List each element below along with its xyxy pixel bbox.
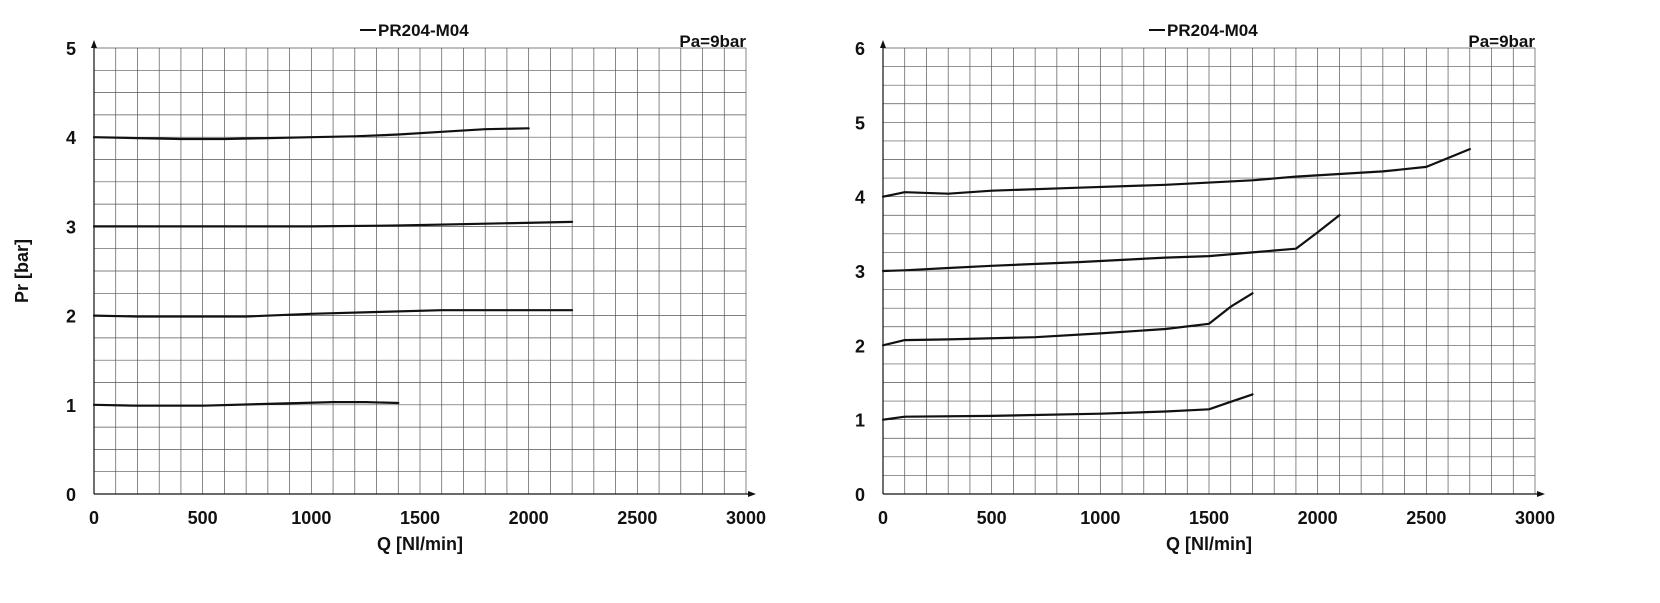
left-chart-y-tick-label: 0 bbox=[66, 485, 76, 505]
right-chart-y-arrow bbox=[880, 40, 886, 48]
right-chart-x-tick-label: 1500 bbox=[1189, 508, 1229, 528]
left-chart-y-tick-label: 1 bbox=[66, 396, 76, 416]
left-chart-y-arrow bbox=[91, 40, 97, 48]
right-chart-x-tick-label: 3000 bbox=[1515, 508, 1555, 528]
right-chart-y-tick-label: 0 bbox=[855, 485, 865, 505]
right-chart-y-tick-label: 3 bbox=[855, 262, 865, 282]
left-chart-series-line-3 bbox=[92, 309, 574, 318]
left-chart-y-tick-label: 2 bbox=[66, 307, 76, 327]
right-chart-x-tick-label: 2000 bbox=[1298, 508, 1338, 528]
chart-left: 0 500 1000 1500 2000 2500 3000 0 1 2 3 4 5 Q [Nl/min]… bbox=[12, 21, 766, 554]
left-chart-x-axis-title: Q [Nl/min] bbox=[377, 534, 463, 554]
right-chart-legend-label: PR204-M04 bbox=[1167, 21, 1258, 40]
left-chart-x-tick-label: 1500 bbox=[400, 508, 440, 528]
right-chart-y-tick-label: 1 bbox=[855, 411, 865, 431]
right-chart-x-tick-label: 0 bbox=[878, 508, 888, 528]
left-chart-x-tick-label: 0 bbox=[89, 508, 99, 528]
left-chart-series-line-4 bbox=[92, 401, 400, 407]
right-chart-x-axis-title: Q [Nl/min] bbox=[1166, 534, 1252, 554]
left-chart-x-tick-label: 500 bbox=[188, 508, 218, 528]
left-chart-x-tick-label: 2500 bbox=[617, 508, 657, 528]
left-chart-x-tick-label: 3000 bbox=[726, 508, 766, 528]
right-chart-series-line-3 bbox=[881, 292, 1254, 347]
left-chart-x-tick-label: 2000 bbox=[509, 508, 549, 528]
right-chart-y-tick-label: 6 bbox=[855, 39, 865, 59]
right-chart-series-line-4 bbox=[881, 393, 1254, 421]
right-chart-x-tick-label: 500 bbox=[977, 508, 1007, 528]
right-chart-grid bbox=[882, 47, 1536, 495]
right-chart-pressure-annotation: Pa=9bar bbox=[1468, 32, 1535, 51]
right-chart-y-tick-label: 4 bbox=[855, 188, 865, 208]
right-chart-x-arrow bbox=[1537, 491, 1545, 497]
left-chart-legend-label: PR204-M04 bbox=[378, 21, 469, 40]
right-chart-series-line-2 bbox=[881, 214, 1341, 273]
right-chart-y-tick-label: 5 bbox=[855, 113, 865, 133]
left-chart-y-tick-label: 4 bbox=[66, 128, 76, 148]
left-chart-grid bbox=[93, 47, 747, 495]
right-chart-y-tick-label: 2 bbox=[855, 336, 865, 356]
left-chart-y-tick-label: 5 bbox=[66, 39, 76, 59]
chart-right-svg: 0 500 1000 1500 2000 2500 3000 0 1 2 3 4 5 6 Q [Nl/min… bbox=[855, 21, 1555, 554]
left-chart-y-axis-title: Pr [bar] bbox=[12, 239, 32, 303]
left-chart-pressure-annotation: Pa=9bar bbox=[679, 32, 746, 51]
left-chart-y-tick-label: 3 bbox=[66, 217, 76, 237]
right-chart-x-tick-label: 2500 bbox=[1406, 508, 1446, 528]
left-chart-series-line-1 bbox=[92, 127, 530, 141]
chart-right: 0 500 1000 1500 2000 2500 3000 0 1 2 3 4 5 6 Q [Nl/min… bbox=[835, 0, 1660, 603]
left-chart-x-arrow bbox=[748, 491, 756, 497]
right-chart-x-tick-label: 1000 bbox=[1080, 508, 1120, 528]
right-chart-series-line-1 bbox=[881, 148, 1471, 198]
left-chart-series-line-2 bbox=[92, 220, 574, 228]
chart-left-svg: 0 500 1000 1500 2000 2500 3000 0 1 2 3 4 5 Q [Nl/min]… bbox=[12, 21, 766, 554]
left-chart-x-tick-label: 1000 bbox=[291, 508, 331, 528]
